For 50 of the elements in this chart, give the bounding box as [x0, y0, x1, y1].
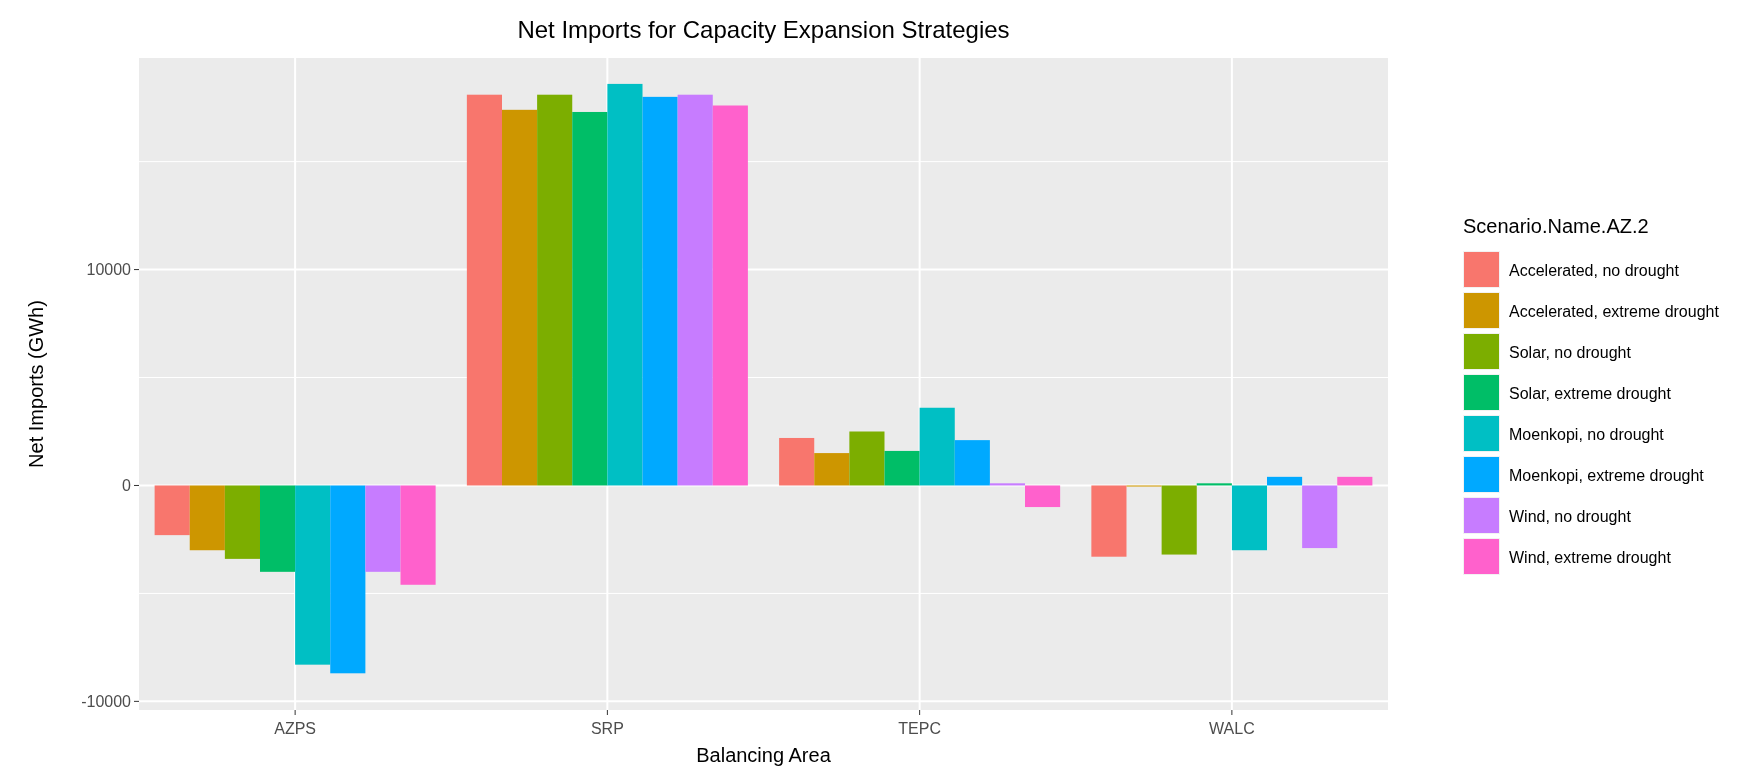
x-tick-label: WALC	[1209, 720, 1255, 737]
legend-label: Moenkopi, no drought	[1509, 425, 1665, 443]
bar	[260, 485, 296, 572]
x-tick-label: AZPS	[274, 720, 317, 737]
bar	[642, 96, 678, 486]
bar	[1267, 476, 1303, 486]
bar	[1302, 485, 1338, 549]
bar	[224, 485, 260, 559]
bar	[607, 83, 643, 486]
bar	[1025, 485, 1061, 508]
legend-label: Solar, extreme drought	[1509, 384, 1672, 402]
bar	[400, 485, 436, 585]
bar	[989, 483, 1026, 486]
bar	[1196, 483, 1232, 486]
legend-label: Accelerated, no drought	[1509, 261, 1680, 279]
y-tick-label: 10000	[86, 261, 132, 279]
legend-label: Wind, no drought	[1509, 507, 1632, 525]
legend-label: Accelerated, extreme drought	[1509, 302, 1720, 320]
y-tick-label: -10000	[81, 692, 132, 710]
bar	[537, 94, 573, 486]
bar	[779, 437, 815, 486]
x-tick-label: TEPC	[898, 720, 941, 737]
bar	[814, 453, 850, 486]
legend-label: Wind, extreme drought	[1509, 548, 1672, 566]
bar	[189, 485, 225, 551]
bar	[330, 485, 366, 674]
bar	[1231, 485, 1268, 551]
bar	[954, 440, 990, 486]
y-tick-label: 0	[122, 477, 132, 495]
bar	[154, 485, 190, 536]
bar	[677, 94, 713, 486]
legend-label: Moenkopi, extreme drought	[1509, 466, 1705, 484]
bar	[295, 485, 331, 665]
bar	[884, 450, 920, 486]
x-tick-label: SRP	[590, 720, 624, 737]
x-axis-title: Balancing Area	[696, 744, 832, 766]
y-axis-title: Net Imports (GWh)	[25, 300, 47, 468]
bar	[849, 431, 885, 486]
legend-label: Solar, no drought	[1509, 343, 1632, 361]
legend-title: Scenario.Name.AZ.2	[1463, 215, 1649, 237]
bar	[572, 111, 608, 486]
bar	[712, 105, 748, 486]
bar	[1091, 485, 1127, 557]
bar	[1161, 485, 1197, 555]
bar	[919, 407, 955, 486]
bar	[1337, 476, 1373, 486]
bar	[501, 109, 538, 486]
bar	[466, 94, 502, 486]
chart-title: Net Imports for Capacity Expansion Strategies	[517, 16, 1010, 43]
bar	[365, 485, 401, 572]
